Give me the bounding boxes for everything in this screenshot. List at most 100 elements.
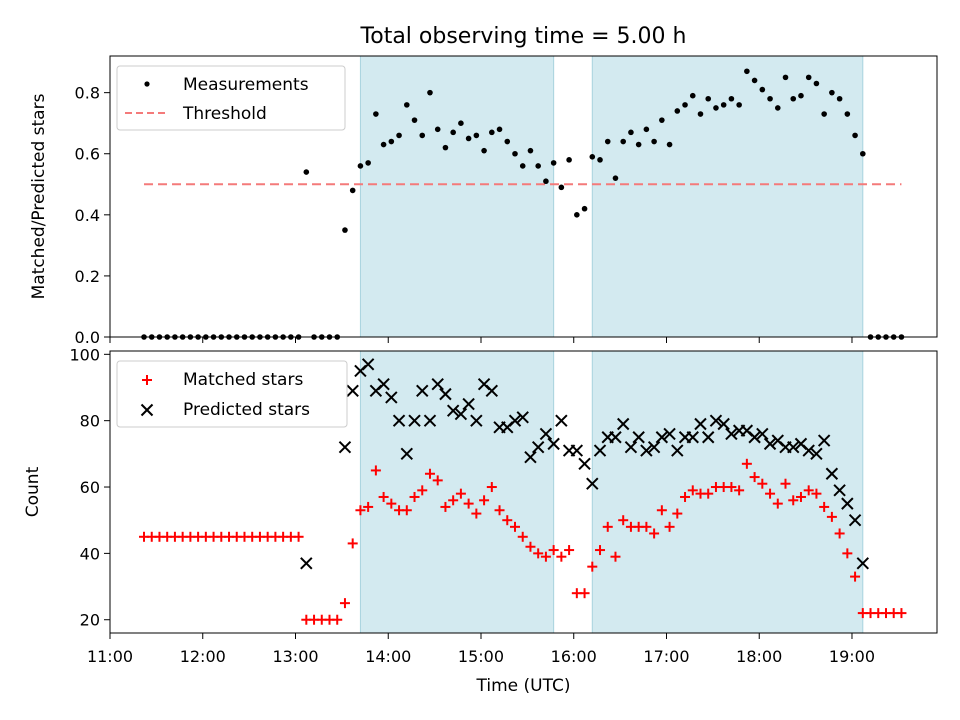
measurement-point: [728, 95, 735, 102]
matched-stars-point: [749, 472, 760, 483]
predicted-stars-point: [647, 441, 661, 454]
predicted-stars-point: [632, 431, 645, 444]
legend-plus-glyph: [142, 375, 152, 385]
matched-stars-point: [780, 478, 791, 489]
measurement-point: [713, 105, 719, 111]
measurement-point: [798, 92, 804, 99]
predicted-stars-point: [392, 414, 406, 427]
matched-stars-point: [339, 598, 350, 609]
matched-stars-point: [788, 495, 799, 506]
predicted-stars-point: [817, 434, 831, 447]
measurement-point: [744, 68, 750, 75]
matched-stars-point: [548, 545, 559, 556]
y-tick-label: 40: [80, 544, 100, 563]
measurement-point: [697, 111, 704, 117]
measurement-point: [450, 129, 456, 136]
measurement-point: [813, 80, 820, 87]
matched-stars-point: [355, 505, 366, 516]
predicted-stars-point: [856, 557, 870, 570]
measurement-point: [597, 157, 603, 163]
matched-stars-point: [386, 498, 397, 509]
predicted-stars-point: [609, 431, 622, 444]
matched-stars-point: [672, 508, 683, 519]
predicted-stars-point: [377, 377, 390, 391]
predicted-stars-point: [439, 387, 452, 401]
predicted-stars-point: [346, 384, 359, 398]
count-axes-frame: [109, 350, 938, 634]
matched-stars-point: [602, 521, 613, 532]
measurement-point: [481, 147, 487, 154]
matched-stars-point: [896, 608, 907, 619]
predicted-stars-point: [810, 447, 823, 461]
x-tick-label: 14:00: [365, 647, 411, 666]
predicted-stars-point: [485, 384, 499, 398]
measurement-point: [496, 126, 503, 133]
measurement-point: [566, 157, 572, 163]
matched-stars-point: [826, 511, 837, 522]
x-tick-label: 16:00: [551, 647, 597, 666]
matched-stars-marks: [139, 458, 907, 625]
matched-stars-point: [378, 491, 389, 502]
matched-stars-point: [741, 458, 752, 469]
measurement-point: [411, 117, 418, 123]
y-tick-label: 0.8: [75, 84, 100, 103]
predicted-stars-point: [825, 467, 839, 480]
measurement-point: [388, 138, 395, 145]
y-tick-label: 60: [80, 478, 100, 497]
legend-matched-marker: [142, 375, 152, 385]
predicted-stars-point: [833, 484, 846, 497]
matched-stars-point: [772, 498, 783, 509]
predicted-stars-point: [748, 431, 761, 444]
matched-stars-point: [649, 528, 660, 539]
matched-stars-point: [432, 475, 443, 486]
measurement-point: [674, 108, 681, 114]
matched-stars-point: [834, 528, 845, 539]
matched-stars-point: [471, 508, 482, 519]
predicted-stars-point: [524, 450, 537, 464]
predicted-stars-point: [763, 437, 777, 451]
ratio-y-axis-label: Matched/Predicted stars: [29, 93, 49, 299]
measurement-point: [666, 141, 673, 148]
predicted-stars-point: [709, 414, 723, 427]
measurement-point: [821, 111, 827, 117]
measurement-point: [519, 163, 526, 169]
predicted-stars-point: [570, 444, 584, 457]
predicted-stars-point: [787, 441, 800, 454]
predicted-stars-point: [841, 497, 854, 510]
predicted-stars-point: [624, 441, 638, 454]
predicted-stars-point: [338, 441, 352, 454]
x-tick-label: 15:00: [458, 647, 504, 666]
matched-stars-point: [363, 501, 374, 512]
legend-x-glyph: [140, 403, 154, 417]
matched-stars-point: [502, 515, 513, 526]
matched-stars-point: [401, 505, 412, 516]
measurement-point: [860, 150, 866, 157]
legend-predicted-marker: [140, 403, 154, 417]
matched-stars-point: [509, 521, 520, 532]
predicted-stars-point: [702, 431, 715, 444]
predicted-stars-point: [300, 557, 313, 570]
count-y-axis: 20 40 60 80 100: [69, 345, 110, 630]
measurement-point: [419, 132, 426, 139]
predicted-stars-point: [717, 417, 730, 431]
predicted-stars-point: [531, 441, 545, 454]
matched-stars-point: [765, 488, 776, 499]
predicted-stars-point: [671, 444, 684, 457]
ratio-marks: [141, 68, 905, 340]
matched-stars-point: [757, 478, 768, 489]
measurement-point: [550, 160, 557, 166]
count-legend: Matched stars Predicted stars: [116, 360, 348, 428]
predicted-stars-point: [423, 414, 437, 427]
predicted-stars-point: [431, 377, 444, 391]
matched-stars-point: [332, 614, 343, 625]
matched-stars-point: [656, 505, 667, 516]
matched-stars-point: [517, 531, 528, 542]
predicted-stars-point: [446, 404, 460, 417]
matched-stars-point: [680, 491, 691, 502]
ratio-panel: 0.0 0.2 0.4 0.6 0.8 Total observing time = 5…: [29, 24, 938, 347]
x-tick-label: 17:00: [643, 647, 689, 666]
matched-stars-point: [533, 548, 544, 559]
ratio-y-axis: 0.0 0.2 0.4 0.6 0.8: [75, 84, 110, 347]
measurement-point: [736, 102, 742, 108]
y-tick-label: 80: [80, 412, 100, 431]
